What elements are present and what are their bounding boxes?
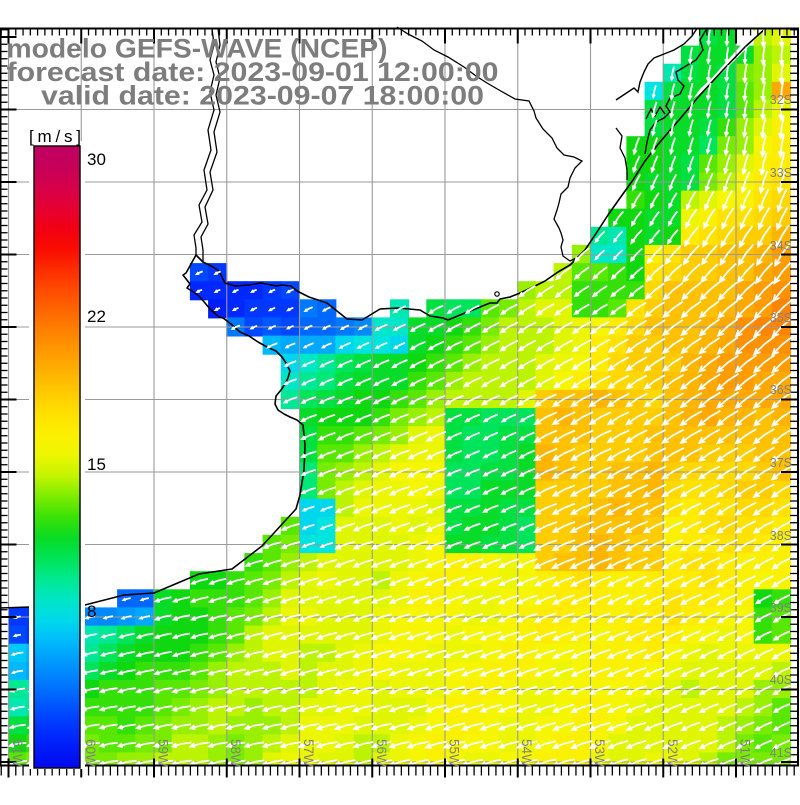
svg-text:modelo GEFS-WAVE (NCEP): modelo GEFS-WAVE (NCEP) — [7, 34, 388, 64]
svg-text:55W: 55W — [447, 739, 462, 767]
svg-text:22: 22 — [87, 307, 106, 326]
svg-text:41S: 41S — [770, 746, 792, 760]
svg-text:33S: 33S — [770, 166, 792, 180]
svg-text:forecast date: 2023-09-01 12:0: forecast date: 2023-09-01 12:00:00 — [7, 57, 499, 87]
svg-text:[m/s]: [m/s] — [29, 127, 81, 146]
svg-text:36S: 36S — [770, 383, 792, 397]
svg-text:40S: 40S — [770, 673, 792, 687]
svg-text:58W: 58W — [228, 739, 243, 767]
svg-text:60W: 60W — [83, 739, 98, 767]
svg-text:56W: 56W — [374, 739, 389, 767]
svg-text:54W: 54W — [519, 739, 534, 767]
svg-text:57W: 57W — [301, 739, 316, 767]
svg-text:15: 15 — [87, 455, 106, 474]
svg-text:8: 8 — [87, 602, 96, 621]
svg-text:35S: 35S — [770, 311, 792, 325]
svg-text:38S: 38S — [770, 529, 792, 543]
svg-text:32S: 32S — [770, 93, 792, 107]
svg-text:53W: 53W — [592, 739, 607, 767]
svg-text:30: 30 — [87, 150, 106, 169]
svg-text:61W: 61W — [10, 739, 25, 767]
svg-text:51W: 51W — [738, 739, 753, 767]
svg-text:39S: 39S — [770, 601, 792, 615]
svg-text:52W: 52W — [665, 739, 680, 767]
svg-text:59W: 59W — [156, 739, 171, 767]
svg-text:37S: 37S — [770, 456, 792, 470]
svg-text:34S: 34S — [770, 239, 792, 253]
svg-text:valid date: 2023-09-07 18:00:0: valid date: 2023-09-07 18:00:00 — [41, 81, 484, 111]
